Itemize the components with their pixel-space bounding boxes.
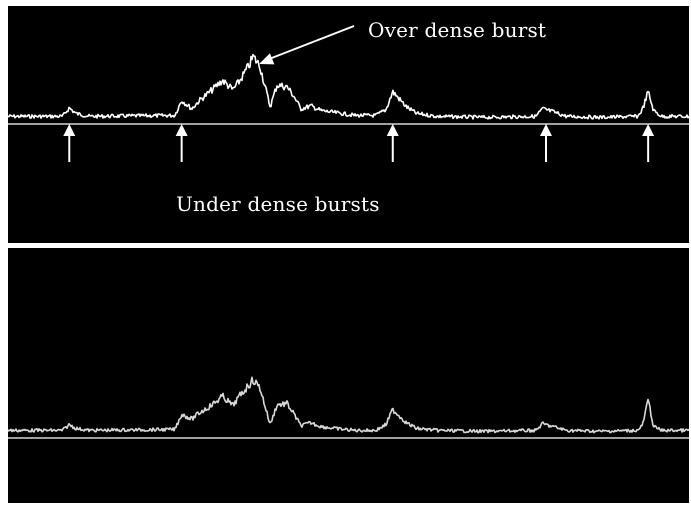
- top-trace-panel: Over dense burst Under dense bursts: [8, 6, 689, 243]
- over-burst-arrowhead: [259, 53, 275, 65]
- top-trace-chart: [8, 25, 689, 162]
- under-burst-arrowhead: [539, 124, 552, 136]
- top-trace-line: [8, 53, 689, 120]
- bottom-trace-panel: [8, 248, 689, 503]
- over-burst-arrow: [268, 25, 355, 60]
- over-dense-burst-label: Over dense burst: [368, 18, 547, 42]
- under-burst-arrowhead: [642, 124, 655, 136]
- under-burst-arrowhead: [175, 124, 188, 136]
- under-dense-bursts-label: Under dense bursts: [176, 192, 380, 216]
- under-burst-arrowhead: [386, 124, 399, 136]
- under-burst-arrowhead: [63, 124, 76, 136]
- bottom-trace-chart: [8, 376, 689, 439]
- bottom-trace-line: [8, 376, 689, 434]
